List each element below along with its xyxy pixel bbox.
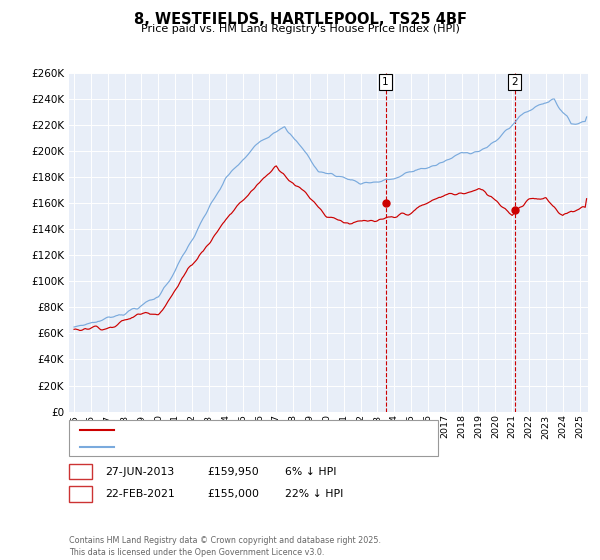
Text: 1: 1 xyxy=(77,466,84,477)
Text: Contains HM Land Registry data © Crown copyright and database right 2025.
This d: Contains HM Land Registry data © Crown c… xyxy=(69,536,381,557)
Text: 22-FEB-2021: 22-FEB-2021 xyxy=(105,489,175,499)
Text: Price paid vs. HM Land Registry's House Price Index (HPI): Price paid vs. HM Land Registry's House … xyxy=(140,24,460,34)
Text: 2: 2 xyxy=(511,77,518,87)
Text: £155,000: £155,000 xyxy=(207,489,259,499)
Text: HPI: Average price, detached house, Hartlepool: HPI: Average price, detached house, Hart… xyxy=(120,442,352,451)
Text: 1: 1 xyxy=(382,77,389,87)
Text: 6% ↓ HPI: 6% ↓ HPI xyxy=(285,466,337,477)
Text: 27-JUN-2013: 27-JUN-2013 xyxy=(105,466,174,477)
Text: 8, WESTFIELDS, HARTLEPOOL, TS25 4BF (detached house): 8, WESTFIELDS, HARTLEPOOL, TS25 4BF (det… xyxy=(120,425,406,435)
Text: £159,950: £159,950 xyxy=(207,466,259,477)
Text: 2: 2 xyxy=(77,489,84,499)
Text: 22% ↓ HPI: 22% ↓ HPI xyxy=(285,489,343,499)
Text: 8, WESTFIELDS, HARTLEPOOL, TS25 4BF: 8, WESTFIELDS, HARTLEPOOL, TS25 4BF xyxy=(133,12,467,27)
